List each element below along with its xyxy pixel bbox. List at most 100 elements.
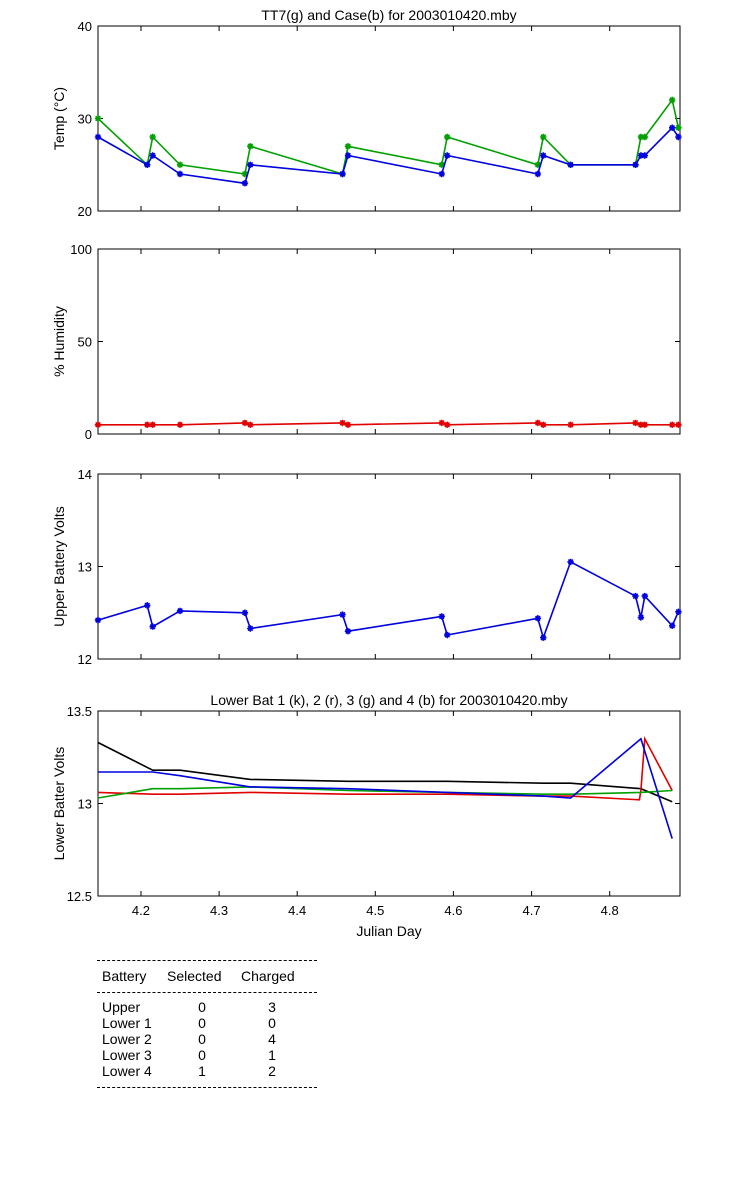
data-point [632, 419, 639, 427]
data-point [149, 133, 156, 141]
y-axis-label: % Humidity [51, 306, 67, 377]
data-point [540, 421, 547, 428]
data-point [641, 152, 648, 159]
data-point [675, 608, 682, 615]
data-point [247, 421, 254, 428]
data-point [534, 615, 541, 622]
data-point [144, 161, 151, 168]
data-point [344, 421, 352, 428]
data-point [241, 180, 249, 187]
data-point [669, 622, 676, 629]
battery-charged: 4 [268, 1031, 276, 1047]
data-point [641, 592, 648, 600]
data-point [637, 614, 645, 621]
data-point [176, 161, 184, 168]
data-point [669, 96, 676, 104]
data-point [176, 607, 184, 615]
y-tick-label: 30 [78, 112, 92, 127]
battery-name: Lower 2 [102, 1031, 152, 1047]
data-point [444, 152, 451, 159]
y-tick-label: 40 [78, 19, 92, 34]
data-point [540, 152, 547, 159]
x-axis-label: Julian Day [356, 923, 421, 939]
data-point [241, 609, 249, 616]
x-tick-label: 4.5 [366, 903, 384, 918]
data-point [444, 133, 451, 141]
y-tick-label: 100 [70, 242, 92, 257]
x-tick-label: 4.2 [132, 903, 150, 918]
battery-selected: 1 [198, 1063, 206, 1079]
y-tick-label: 14 [78, 467, 92, 482]
data-point [344, 143, 352, 150]
data-point [534, 419, 541, 427]
battery-name: Lower 4 [102, 1063, 152, 1079]
data-point [567, 421, 574, 428]
data-point [637, 421, 645, 428]
battery-selected: 0 [198, 1031, 206, 1047]
y-tick-label: 13 [78, 560, 92, 575]
data-point [444, 631, 451, 639]
table-row: Lower 1 0 0 [97, 1015, 317, 1031]
data-point [176, 421, 184, 428]
battery-charged: 2 [268, 1063, 276, 1079]
data-point [438, 419, 445, 427]
data-point [540, 634, 547, 641]
plot-frame [97, 710, 681, 897]
data-point [567, 161, 574, 168]
table-header-rule [97, 992, 317, 993]
series-line [97, 741, 673, 803]
data-point [675, 124, 682, 131]
x-tick-label: 4.3 [210, 903, 228, 918]
y-tick-label: 50 [78, 335, 92, 350]
data-point [94, 616, 102, 624]
data-point [534, 161, 541, 168]
chart-title: TT7(g) and Case(b) for 2003010420.mby [261, 7, 516, 23]
battery-name: Upper [102, 999, 141, 1015]
data-point [149, 623, 156, 630]
table-header-row: Battery Selected Charged [97, 966, 317, 986]
battery-charged: 3 [268, 999, 276, 1015]
y-axis-label: Lower Batter Volts [51, 747, 67, 861]
y-axis-label: Temp (°C) [51, 87, 67, 150]
data-point [176, 170, 184, 178]
data-point [641, 421, 648, 428]
x-tick-label: 4.8 [601, 903, 619, 918]
header-selected: Selected [167, 968, 222, 984]
data-point [669, 124, 676, 131]
data-point [247, 161, 254, 168]
battery-selected: 0 [198, 1015, 206, 1031]
y-axis-label: Upper Battery Volts [51, 506, 67, 627]
battery-selected: 0 [198, 1047, 206, 1063]
data-point [641, 133, 648, 141]
data-point [339, 611, 346, 618]
y-tick-label: 13.5 [67, 704, 92, 719]
data-point [241, 170, 249, 178]
y-tick-label: 13 [78, 797, 92, 812]
plot-frame [97, 25, 681, 212]
data-point [540, 133, 547, 141]
x-tick-label: 4.7 [523, 903, 541, 918]
plot-frame [97, 248, 681, 435]
battery-name: Lower 3 [102, 1047, 152, 1063]
data-point [444, 421, 451, 428]
data-point [94, 421, 102, 428]
chart-title: Lower Bat 1 (k), 2 (r), 3 (g) and 4 (b) … [210, 692, 567, 708]
data-point [438, 161, 445, 168]
y-tick-label: 12.5 [67, 889, 92, 904]
x-tick-label: 4.6 [444, 903, 462, 918]
table-top-rule [97, 960, 317, 961]
data-point [344, 152, 352, 159]
data-point [675, 133, 682, 141]
table-bottom-rule [97, 1087, 317, 1088]
data-point [438, 613, 445, 620]
table-row: Upper 0 3 [97, 999, 317, 1015]
data-point [94, 115, 102, 122]
data-point [632, 592, 639, 600]
series-line [97, 786, 673, 799]
plot-frame [97, 473, 681, 660]
y-tick-label: 20 [78, 204, 92, 219]
data-point [675, 421, 682, 428]
series-line [98, 737, 673, 839]
data-point [144, 421, 151, 428]
data-point [632, 161, 639, 168]
